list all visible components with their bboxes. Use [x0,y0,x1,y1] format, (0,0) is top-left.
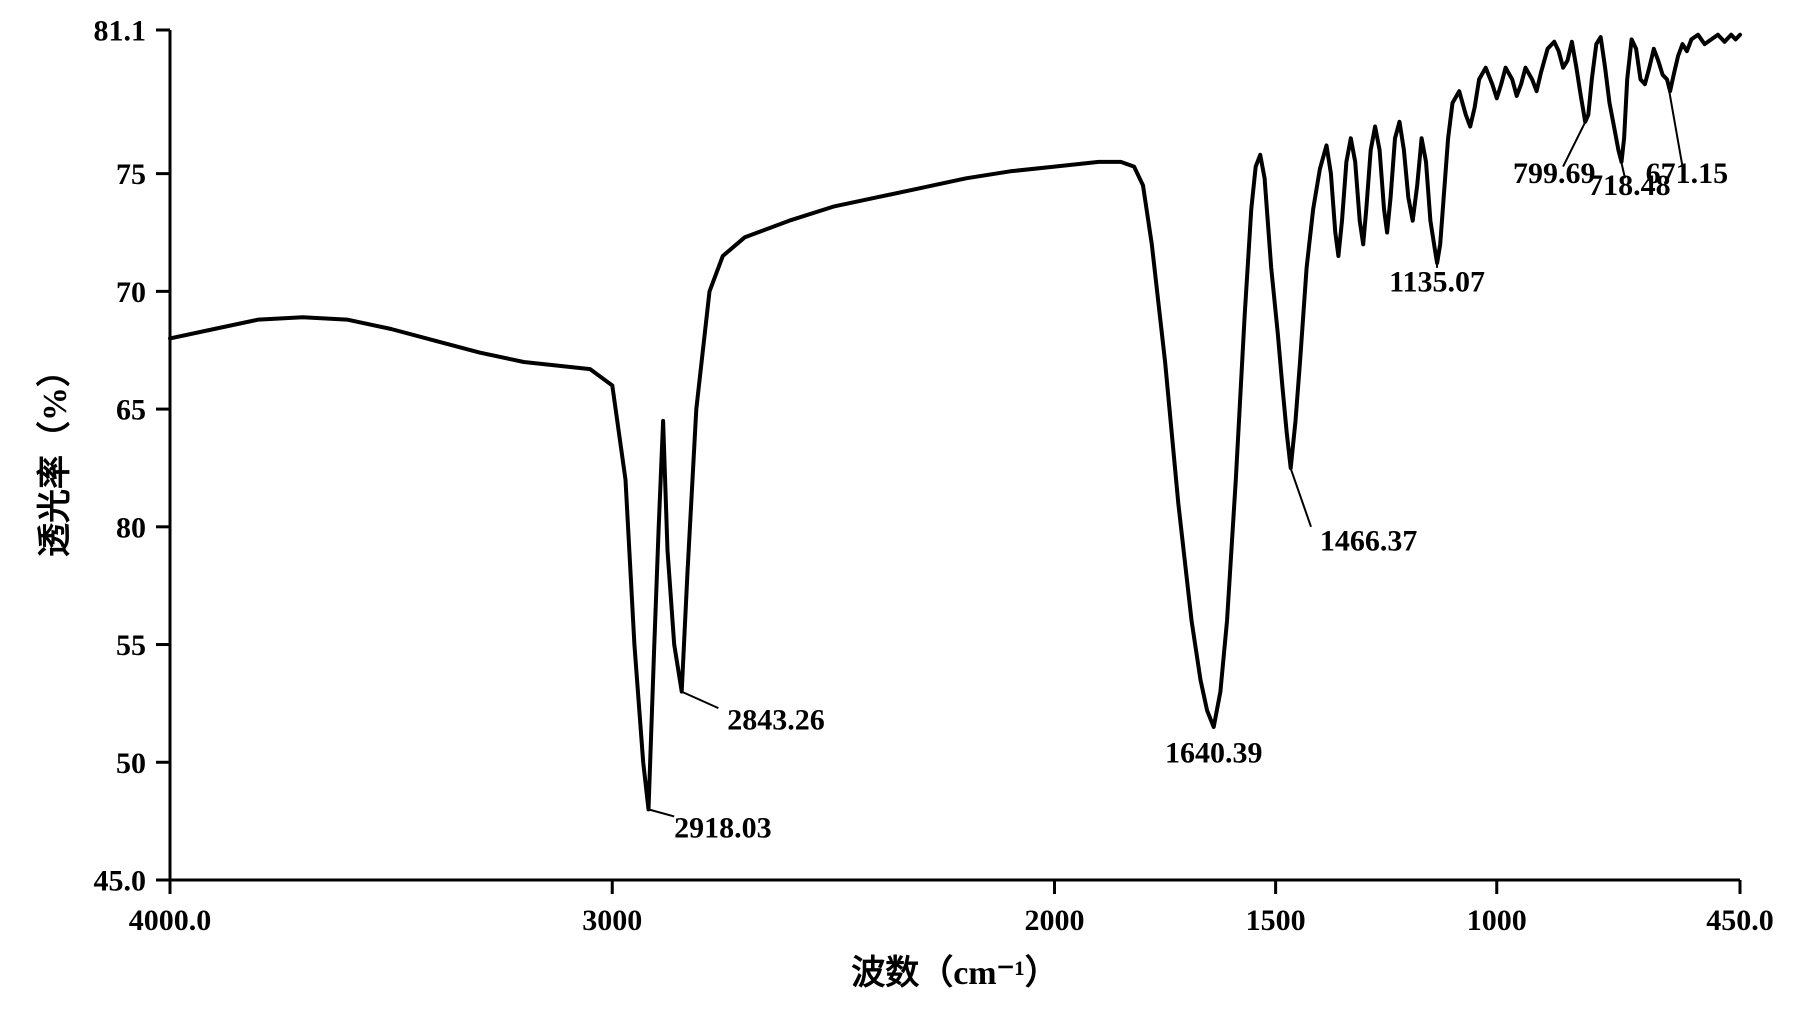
y-tick-label: 80 [116,511,146,544]
x-tick-label: 450.0 [1706,904,1774,937]
x-tick-label: 1000 [1467,904,1527,937]
peak-label: 1640.39 [1165,736,1263,769]
y-tick-label: 50 [116,747,146,780]
y-tick-label: 55 [116,629,146,662]
y-axis-label: 透光率（%） [35,353,74,557]
x-tick-label: 3000 [582,904,642,937]
x-tick-label: 1500 [1246,904,1306,937]
peak-label: 1466.37 [1320,524,1418,557]
x-axis-label: 波数（cm⁻¹） [851,953,1059,992]
y-tick-label: 65 [116,394,146,427]
peak-label: 2843.26 [727,703,825,736]
peak-label: 2918.03 [674,812,772,845]
y-tick-label: 70 [116,276,146,309]
x-tick-label: 4000.0 [129,904,212,937]
peak-label: 671.15 [1646,157,1729,190]
y-tick-label: 81.1 [94,15,147,48]
x-tick-label: 2000 [1025,904,1085,937]
y-tick-label: 45.0 [94,865,147,898]
ir-spectrum-chart: 4000.0 3000 2000 1500 1000 450.0 45.0 50 55 80 65 7… [0,0,1800,1035]
y-tick-label: 75 [116,158,146,191]
peak-label: 1135.07 [1389,265,1485,298]
peak-label: 799.69 [1513,157,1596,190]
